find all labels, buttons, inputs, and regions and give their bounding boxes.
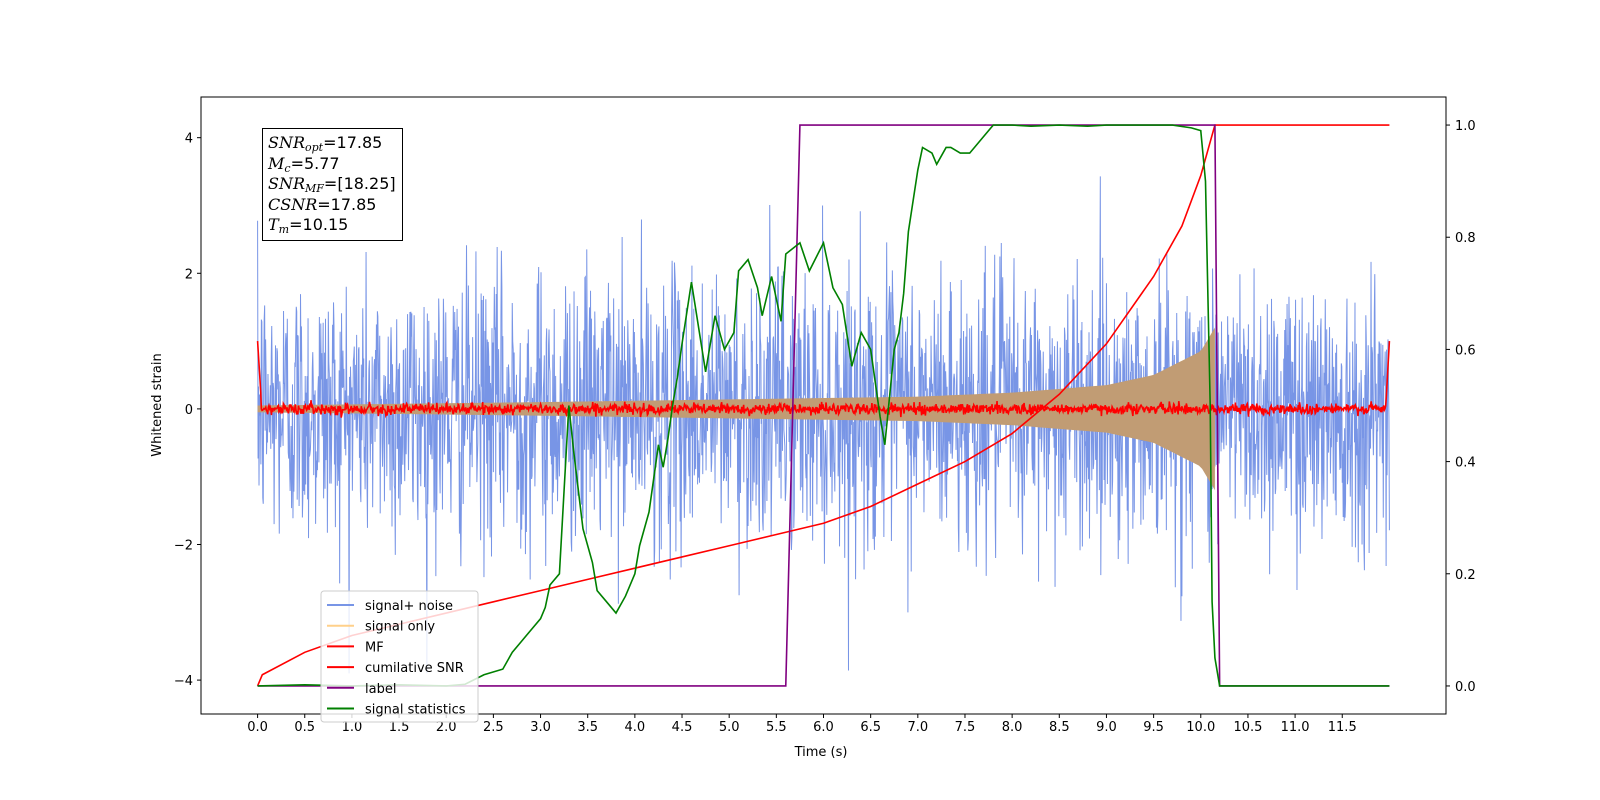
- x-tick-label: 11.0: [1281, 720, 1310, 735]
- x-tick-label: 0.5: [294, 720, 315, 735]
- annotation-snr-mf: SNRMF=[18.25]: [268, 174, 396, 195]
- x-tick-label: 3.0: [530, 720, 551, 735]
- x-tick-label: 10.0: [1186, 720, 1215, 735]
- y-right-tick-label: 0.8: [1455, 231, 1476, 246]
- y-right-tick-label: 0.4: [1455, 456, 1476, 471]
- y-left-tick-label: 4: [185, 132, 193, 147]
- x-axis-label: Time (s): [794, 745, 848, 760]
- x-tick-label: 9.5: [1143, 720, 1164, 735]
- x-tick-label: 1.5: [389, 720, 410, 735]
- y-left-tick-label: −2: [174, 538, 193, 553]
- series-mf: [256, 341, 1391, 419]
- legend-entry: label: [365, 682, 396, 697]
- x-tick-label: 6.5: [860, 720, 881, 735]
- annotation-mc: Mc=5.77: [268, 153, 340, 175]
- x-tick-label: 4.5: [672, 720, 693, 735]
- x-tick-label: 4.0: [625, 720, 646, 735]
- x-tick-label: 6.0: [813, 720, 834, 735]
- x-tick-label: 1.0: [342, 720, 363, 735]
- y-right-tick-label: 0.6: [1455, 343, 1476, 358]
- y-right-tick-label: 0.2: [1455, 568, 1476, 583]
- x-tick-label: 8.0: [1002, 720, 1023, 735]
- legend-entry: signal+ noise: [365, 599, 453, 614]
- x-tick-label: 5.5: [766, 720, 787, 735]
- x-tick-label: 11.5: [1328, 720, 1357, 735]
- x-tick-label: 9.0: [1096, 720, 1117, 735]
- annotation-tm: Tm=10.15: [268, 215, 349, 236]
- annotation-box: SNRopt=17.85 Mc=5.77 SNRMF=[18.25] CSNR=…: [262, 128, 403, 241]
- legend-entry: cumilative SNR: [365, 661, 464, 676]
- annotation-snr-opt: SNRopt=17.85: [268, 133, 383, 154]
- left-y-axis: −4 −2 0 2 4: [174, 132, 201, 689]
- legend-entry: MF: [365, 640, 384, 655]
- mf-layer: [256, 341, 1391, 419]
- y-left-tick-label: 2: [185, 267, 193, 282]
- x-tick-label: 2.0: [436, 720, 457, 735]
- x-tick-label: 7.0: [907, 720, 928, 735]
- x-tick-label: 7.5: [955, 720, 976, 735]
- y-axis-label: Whitened strain: [150, 353, 165, 456]
- x-tick-label: 5.0: [719, 720, 740, 735]
- x-tick-label: 2.5: [483, 720, 504, 735]
- x-tick-label: 3.5: [577, 720, 598, 735]
- legend-box: [320, 590, 479, 723]
- legend-entry: signal only: [365, 620, 435, 635]
- y-left-tick-label: −4: [174, 674, 193, 689]
- right-y-axis: 0.0 0.2 0.4 0.6 0.8 1.0: [1446, 119, 1476, 695]
- legend-entry: signal statistics: [365, 703, 466, 718]
- y-right-tick-label: 1.0: [1455, 119, 1476, 134]
- x-tick-label: 8.5: [1049, 720, 1070, 735]
- series-signal-statistics: [257, 124, 1390, 687]
- x-tick-label: 0.0: [247, 720, 268, 735]
- legend: signal+ noise signal only MF cumilative SNR…: [320, 590, 479, 723]
- x-tick-label: 10.5: [1233, 720, 1262, 735]
- y-left-tick-label: 0: [185, 403, 193, 418]
- y-right-tick-label: 0.0: [1455, 680, 1476, 695]
- annotation-csnr: CSNR=17.85: [268, 194, 377, 214]
- x-axis: 0.0 0.5 1.0 1.5 2.0 2.5 3.0 3.5 4.0 4.5 5.0 5.5 6.0 6…: [247, 714, 1357, 735]
